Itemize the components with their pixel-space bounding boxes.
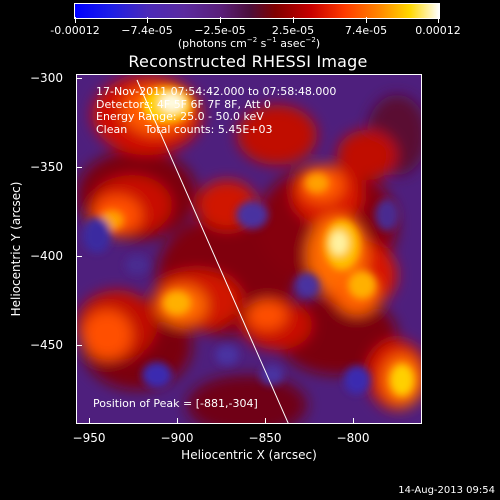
- colorbar-tick: [147, 17, 148, 23]
- colorbar-unit-label: (photons cm−2 s−1 asec−2): [177, 36, 321, 50]
- y-tick-label: −350: [30, 160, 63, 174]
- colorbar-tick-label: −7.4e-05: [121, 24, 173, 37]
- unit-exponent: −2: [305, 36, 316, 44]
- plot-datestamp: 14-Aug-2013 09:54: [398, 485, 495, 496]
- y-tick-label: −300: [30, 71, 63, 85]
- colorbar-tick-label: -0.00012: [50, 24, 100, 37]
- colorbar-tick-label: −2.5e-05: [194, 24, 246, 37]
- image-title: Reconstructed RHESSI Image: [128, 52, 368, 71]
- detectors-text: Detectors: 4F 5F 6F 7F 8F, Att 0: [96, 97, 271, 111]
- y-tick: [76, 167, 82, 168]
- time-range-text: 17-Nov-2011 07:54:42.000 to 07:58:48.000: [96, 85, 337, 98]
- colorbar-tick: [438, 17, 439, 23]
- observation-info: 17-Nov-2011 07:54:42.000 to 07:58:48.000…: [96, 85, 337, 136]
- peak-position-text: Position of Peak = [-881,-304]: [93, 397, 258, 410]
- colorbar-tick: [293, 17, 294, 23]
- solar-limb-line: [136, 79, 289, 423]
- x-tick: [353, 418, 354, 424]
- unit-exponent: −2: [246, 36, 258, 44]
- x-tick-label: −800: [336, 431, 370, 445]
- unit-text: s: [257, 37, 267, 50]
- unit-text: asec: [276, 37, 306, 50]
- colorbar-tick: [220, 17, 221, 23]
- energy-range-text: Energy Range: 25.0 - 50.0 keV: [96, 110, 264, 123]
- unit-exponent: −1: [266, 36, 277, 44]
- x-tick: [265, 418, 266, 424]
- y-tick-label: −450: [30, 338, 63, 352]
- y-tick: [76, 345, 82, 346]
- x-tick-label: −900: [160, 431, 194, 445]
- x-tick: [89, 418, 90, 424]
- y-axis-title: Heliocentric Y (arcsec): [9, 181, 23, 317]
- x-axis-title: Heliocentric X (arcsec): [181, 448, 317, 462]
- colorbar-tick-label: 0.00012: [415, 24, 461, 37]
- unit-text: (photons cm: [177, 37, 247, 50]
- y-tick: [76, 78, 82, 79]
- colorbar-tick: [75, 17, 76, 23]
- colorbar-tick-label: 7.4e-05: [344, 24, 388, 37]
- colorbar-tick-label: 2.5e-05: [271, 24, 315, 37]
- y-tick-label: −400: [30, 249, 63, 263]
- x-tick-label: −950: [72, 431, 106, 445]
- total-counts-text: Clean Total counts: 5.45E+03: [96, 122, 273, 136]
- unit-text: ): [315, 37, 321, 50]
- x-tick: [177, 418, 178, 424]
- colorbar-tick: [366, 17, 367, 23]
- reconstructed-image: [77, 75, 421, 423]
- image-panel: [76, 74, 422, 424]
- colorbar: [74, 3, 440, 19]
- x-tick-label: −850: [248, 431, 282, 445]
- y-tick: [76, 256, 82, 257]
